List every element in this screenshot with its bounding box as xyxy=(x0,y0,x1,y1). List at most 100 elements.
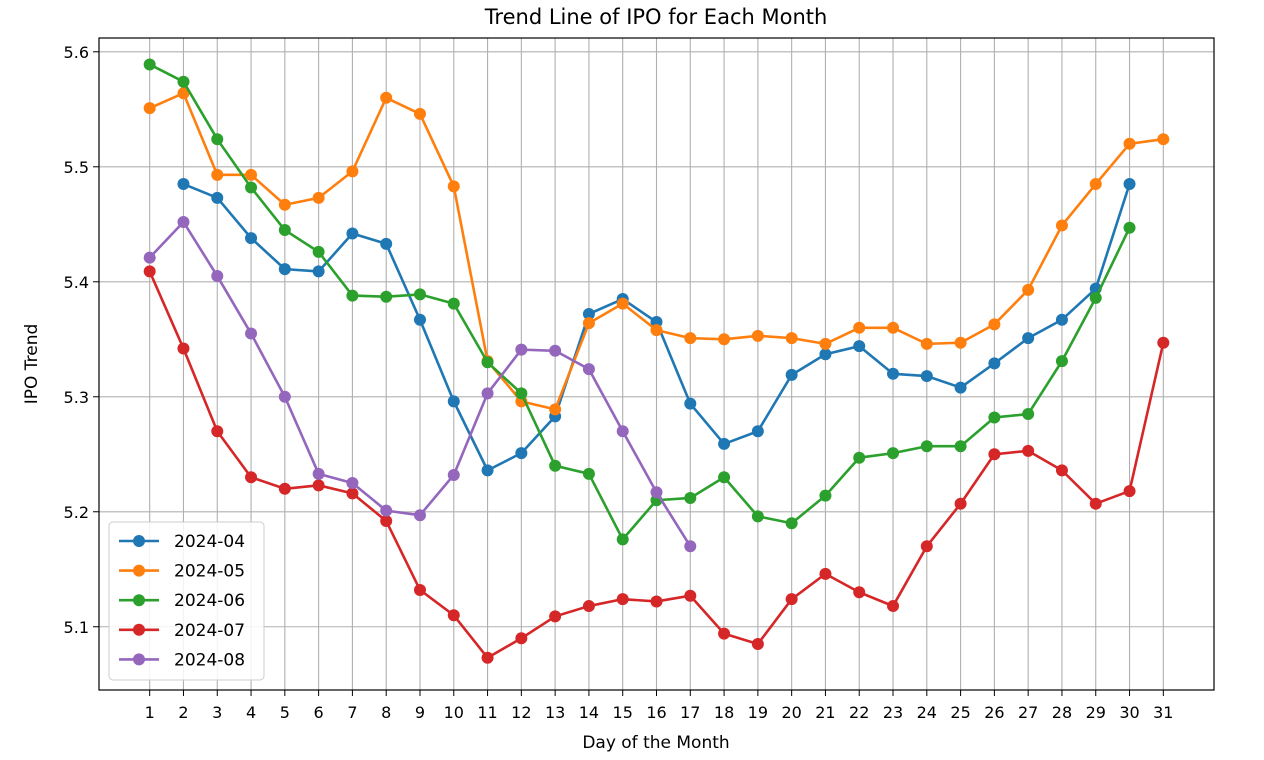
data-point xyxy=(684,491,697,504)
data-point xyxy=(245,232,258,245)
data-point xyxy=(447,180,460,193)
y-tick-label: 5.2 xyxy=(64,503,89,522)
x-tick-label: 16 xyxy=(646,703,666,722)
chart-title: Trend Line of IPO for Each Month xyxy=(484,5,828,29)
data-point xyxy=(582,467,595,480)
x-tick-label: 5 xyxy=(280,703,290,722)
data-point xyxy=(751,329,764,342)
data-point xyxy=(346,165,359,178)
series-2024-08 xyxy=(143,215,697,553)
x-tick-label: 23 xyxy=(883,703,903,722)
series-2024-07 xyxy=(143,265,1170,664)
data-point xyxy=(143,102,156,115)
data-point xyxy=(1123,178,1136,191)
data-point xyxy=(278,390,291,403)
data-point xyxy=(447,297,460,310)
data-point xyxy=(819,337,832,350)
legend-label: 2024-04 xyxy=(174,532,245,552)
data-point xyxy=(245,327,258,340)
data-point xyxy=(143,58,156,71)
data-point xyxy=(887,321,900,334)
legend-item: 2024-08 xyxy=(119,650,245,670)
legend-label: 2024-05 xyxy=(174,562,245,582)
x-tick-label: 6 xyxy=(314,703,324,722)
data-point xyxy=(684,332,697,345)
y-tick-label: 5.6 xyxy=(64,43,89,62)
data-point xyxy=(988,411,1001,424)
data-point xyxy=(481,464,494,477)
data-point xyxy=(1123,485,1136,498)
legend-marker xyxy=(133,594,145,607)
data-point xyxy=(1089,497,1102,510)
y-axis-label: IPO Trend xyxy=(22,324,42,405)
data-point xyxy=(785,332,798,345)
data-point xyxy=(1055,313,1068,326)
data-point xyxy=(1123,221,1136,234)
data-point xyxy=(582,307,595,320)
data-point xyxy=(582,363,595,376)
data-point xyxy=(177,75,190,88)
data-point xyxy=(887,447,900,460)
data-point xyxy=(481,651,494,664)
x-tick-label: 19 xyxy=(748,703,768,722)
legend-item: 2024-07 xyxy=(119,621,245,641)
data-point xyxy=(245,471,258,484)
data-point xyxy=(819,348,832,361)
data-point xyxy=(380,514,393,527)
data-point xyxy=(245,181,258,194)
data-point xyxy=(177,87,190,100)
data-point xyxy=(988,318,1001,331)
data-point xyxy=(751,425,764,438)
legend-item: 2024-04 xyxy=(119,532,245,552)
data-point xyxy=(549,459,562,472)
data-point xyxy=(515,447,528,460)
data-point xyxy=(549,610,562,623)
data-point xyxy=(751,510,764,523)
data-point xyxy=(1089,291,1102,304)
data-point xyxy=(177,342,190,355)
x-tick-label: 25 xyxy=(950,703,970,722)
data-point xyxy=(988,357,1001,370)
data-point xyxy=(177,215,190,228)
x-tick-label: 31 xyxy=(1153,703,1173,722)
data-point xyxy=(413,583,426,596)
data-point xyxy=(211,425,224,438)
series-2024-05 xyxy=(143,87,1170,416)
legend: 2024-04 2024-05 2024-06 2024-07 2024-08 xyxy=(108,521,265,681)
data-point xyxy=(616,425,629,438)
series-2024-04 xyxy=(177,178,1136,477)
x-axis-label: Day of the Month xyxy=(582,733,729,753)
data-point xyxy=(1055,355,1068,368)
data-point xyxy=(447,609,460,622)
x-tick-label: 28 xyxy=(1052,703,1072,722)
data-point xyxy=(616,533,629,546)
y-tick-label: 5.4 xyxy=(64,273,89,292)
data-point xyxy=(684,397,697,410)
data-point xyxy=(887,367,900,380)
data-point xyxy=(346,227,359,240)
series-2024-06 xyxy=(143,58,1136,546)
data-point xyxy=(684,540,697,553)
data-point xyxy=(413,107,426,120)
x-tick-label: 12 xyxy=(511,703,531,722)
x-tick-label: 24 xyxy=(917,703,937,722)
data-point xyxy=(211,191,224,204)
x-tick-label: 4 xyxy=(246,703,256,722)
data-point xyxy=(515,387,528,400)
data-point xyxy=(312,467,325,480)
data-point xyxy=(549,344,562,357)
legend-label: 2024-08 xyxy=(174,650,245,670)
x-tick-label: 17 xyxy=(680,703,700,722)
data-point xyxy=(920,440,933,453)
x-tick-label: 11 xyxy=(477,703,497,722)
legend-marker xyxy=(133,623,145,636)
data-point xyxy=(549,403,562,416)
x-tick-label: 29 xyxy=(1086,703,1106,722)
data-point xyxy=(413,288,426,301)
data-point xyxy=(211,270,224,283)
x-tick-label: 14 xyxy=(579,703,599,722)
data-point xyxy=(278,482,291,495)
data-point xyxy=(312,479,325,492)
data-point xyxy=(853,340,866,353)
